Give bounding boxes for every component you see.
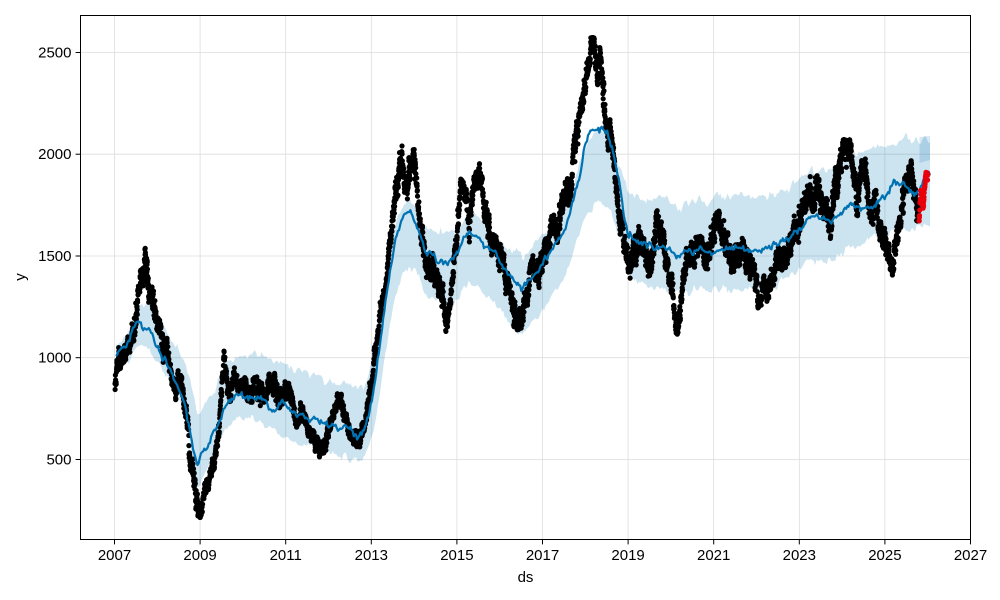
svg-text:2009: 2009 bbox=[183, 547, 216, 564]
svg-text:2021: 2021 bbox=[697, 547, 730, 564]
svg-text:2500: 2500 bbox=[38, 45, 71, 62]
svg-text:1500: 1500 bbox=[38, 248, 71, 265]
svg-text:1000: 1000 bbox=[38, 350, 71, 367]
svg-text:2017: 2017 bbox=[526, 547, 559, 564]
svg-text:2013: 2013 bbox=[355, 547, 388, 564]
svg-text:2011: 2011 bbox=[270, 547, 302, 564]
svg-text:y: y bbox=[12, 273, 29, 281]
svg-text:2027: 2027 bbox=[954, 547, 987, 564]
svg-text:2007: 2007 bbox=[98, 547, 131, 564]
svg-text:2025: 2025 bbox=[868, 547, 901, 564]
svg-text:ds: ds bbox=[518, 569, 534, 586]
svg-text:2000: 2000 bbox=[38, 146, 71, 163]
svg-text:2023: 2023 bbox=[783, 547, 816, 564]
svg-text:2015: 2015 bbox=[440, 547, 473, 564]
svg-text:500: 500 bbox=[46, 452, 71, 469]
svg-text:2019: 2019 bbox=[611, 547, 644, 564]
